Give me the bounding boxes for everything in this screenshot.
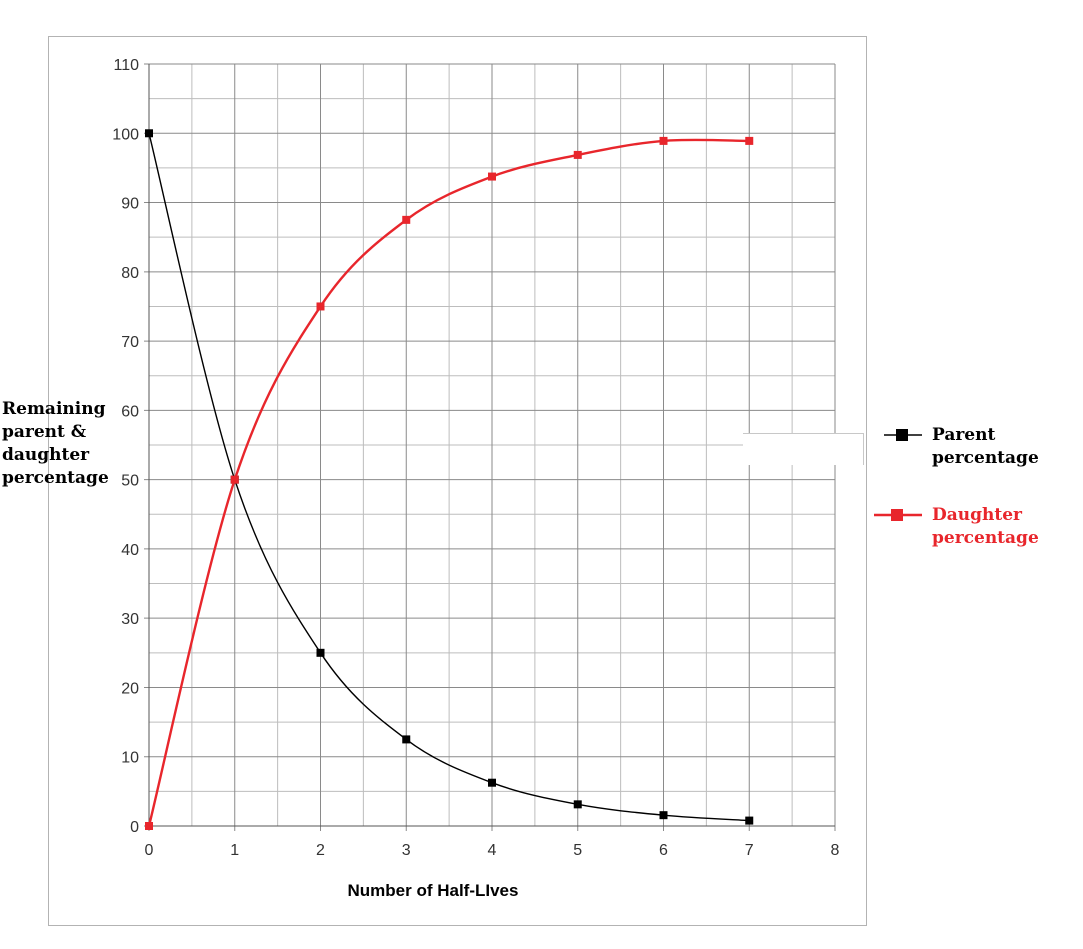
data-point-daughter <box>145 822 153 830</box>
legend-swatch-daughter <box>874 509 922 521</box>
x-axis-label: Number of Half-LIves <box>347 881 519 900</box>
data-point-daughter <box>402 215 411 224</box>
data-point-daughter <box>573 150 582 159</box>
x-tick-label: 2 <box>316 842 325 859</box>
x-tick-label: 7 <box>745 842 754 859</box>
x-tick-label: 8 <box>831 842 840 859</box>
x-tick-label: 6 <box>659 842 668 859</box>
y-tick-label: 40 <box>121 542 139 559</box>
y-tick-label: 100 <box>112 126 139 143</box>
x-tick-label: 0 <box>145 842 154 859</box>
y-tick-label: 80 <box>121 265 139 282</box>
data-point-parent <box>402 735 411 744</box>
data-point-parent <box>316 648 325 657</box>
data-point-daughter <box>488 172 496 181</box>
y-tick-label: 20 <box>121 680 139 697</box>
legend-item-parent: Parent percentage <box>872 424 1062 474</box>
data-point-daughter <box>659 136 668 145</box>
legend-item-daughter: Daughter percentage <box>872 504 1062 554</box>
y-tick-label: 10 <box>121 750 139 767</box>
data-point-daughter <box>316 302 325 311</box>
y-tick-label: 90 <box>121 196 139 213</box>
x-tick-label: 1 <box>230 842 239 859</box>
series-layer <box>145 129 754 830</box>
legend-blank-box <box>743 433 864 465</box>
data-point-daughter <box>745 136 754 145</box>
x-tick-label: 3 <box>402 842 411 859</box>
data-point-parent <box>745 816 754 825</box>
data-point-parent <box>659 811 668 820</box>
chart-frame <box>48 36 867 926</box>
y-tick-label: 60 <box>121 403 139 420</box>
legend-label-parent: Parent percentage <box>932 425 1039 468</box>
y-tick-label: 0 <box>130 819 139 836</box>
y-tick-label: 30 <box>121 611 139 628</box>
legend-swatch-parent <box>884 429 922 441</box>
data-point-parent <box>145 129 153 138</box>
y-tick-label: 110 <box>113 57 139 74</box>
data-point-parent <box>573 800 582 809</box>
data-point-parent <box>488 778 496 787</box>
data-point-daughter <box>230 475 239 484</box>
grid-layer <box>144 63 836 831</box>
x-tick-label: 5 <box>573 842 582 859</box>
y-tick-label: 70 <box>121 334 139 351</box>
y-axis-label: Remaining parent & daughter percentage <box>2 399 109 488</box>
x-tick-label: 4 <box>488 842 497 859</box>
y-tick-label: 50 <box>121 473 139 490</box>
legend-label-daughter: Daughter percentage <box>932 505 1039 548</box>
